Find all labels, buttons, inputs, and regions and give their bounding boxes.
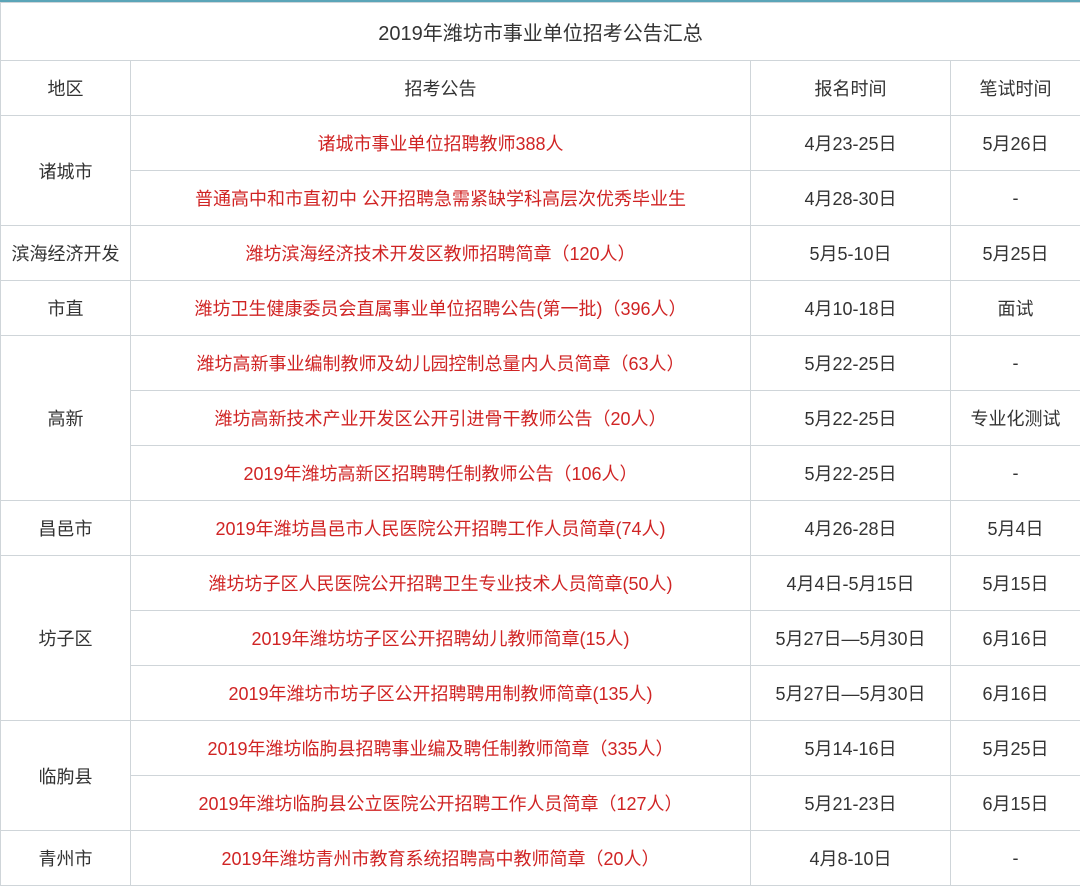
- table-row: 潍坊高新技术产业开发区公开引进骨干教师公告（20人）5月22-25日专业化测试: [1, 391, 1080, 446]
- announcement-link[interactable]: 2019年潍坊临朐县招聘事业编及聘任制教师简章（335人）: [131, 721, 751, 776]
- apply-time-cell: 4月10-18日: [751, 281, 951, 336]
- title-row: 2019年潍坊市事业单位招考公告汇总: [1, 3, 1080, 61]
- announcement-link[interactable]: 2019年潍坊青州市教育系统招聘高中教师简章（20人）: [131, 831, 751, 886]
- announcement-link[interactable]: 潍坊坊子区人民医院公开招聘卫生专业技术人员简章(50人): [131, 556, 751, 611]
- region-cell: 坊子区: [1, 556, 131, 721]
- apply-time-cell: 5月22-25日: [751, 336, 951, 391]
- table-row: 高新潍坊高新事业编制教师及幼儿园控制总量内人员简章（63人）5月22-25日-: [1, 336, 1080, 391]
- header-apply-time: 报名时间: [751, 61, 951, 116]
- table-row: 2019年潍坊高新区招聘聘任制教师公告（106人）5月22-25日-: [1, 446, 1080, 501]
- table-row: 普通高中和市直初中 公开招聘急需紧缺学科高层次优秀毕业生4月28-30日-: [1, 171, 1080, 226]
- table-row: 坊子区潍坊坊子区人民医院公开招聘卫生专业技术人员简章(50人)4月4日-5月15…: [1, 556, 1080, 611]
- apply-time-cell: 5月5-10日: [751, 226, 951, 281]
- exam-time-cell: -: [951, 446, 1080, 501]
- announcement-link[interactable]: 2019年潍坊高新区招聘聘任制教师公告（106人）: [131, 446, 751, 501]
- exam-time-cell: -: [951, 336, 1080, 391]
- announcement-link[interactable]: 2019年潍坊昌邑市人民医院公开招聘工作人员简章(74人): [131, 501, 751, 556]
- table-row: 2019年潍坊临朐县公立医院公开招聘工作人员简章（127人）5月21-23日6月…: [1, 776, 1080, 831]
- exam-time-cell: 5月25日: [951, 721, 1080, 776]
- apply-time-cell: 4月8-10日: [751, 831, 951, 886]
- exam-time-cell: 6月16日: [951, 666, 1080, 721]
- header-announcement: 招考公告: [131, 61, 751, 116]
- apply-time-cell: 4月28-30日: [751, 171, 951, 226]
- announcement-link[interactable]: 2019年潍坊临朐县公立医院公开招聘工作人员简章（127人）: [131, 776, 751, 831]
- header-exam-time: 笔试时间: [951, 61, 1080, 116]
- table-title: 2019年潍坊市事业单位招考公告汇总: [1, 3, 1080, 61]
- table-row: 市直潍坊卫生健康委员会直属事业单位招聘公告(第一批)（396人）4月10-18日…: [1, 281, 1080, 336]
- exam-time-cell: 5月4日: [951, 501, 1080, 556]
- exam-time-cell: 5月26日: [951, 116, 1080, 171]
- table-row: 滨海经济开发潍坊滨海经济技术开发区教师招聘简章（120人）5月5-10日5月25…: [1, 226, 1080, 281]
- region-cell: 昌邑市: [1, 501, 131, 556]
- table-row: 2019年潍坊市坊子区公开招聘聘用制教师简章(135人)5月27日—5月30日6…: [1, 666, 1080, 721]
- apply-time-cell: 4月4日-5月15日: [751, 556, 951, 611]
- exam-time-cell: 6月16日: [951, 611, 1080, 666]
- exam-time-cell: 专业化测试: [951, 391, 1080, 446]
- apply-time-cell: 5月21-23日: [751, 776, 951, 831]
- recruitment-table: 2019年潍坊市事业单位招考公告汇总地区招考公告报名时间笔试时间诸城市诸城市事业…: [0, 2, 1080, 886]
- region-cell: 临朐县: [1, 721, 131, 831]
- exam-time-cell: -: [951, 831, 1080, 886]
- announcement-link[interactable]: 潍坊卫生健康委员会直属事业单位招聘公告(第一批)（396人）: [131, 281, 751, 336]
- table-row: 诸城市诸城市事业单位招聘教师388人4月23-25日5月26日: [1, 116, 1080, 171]
- announcement-link[interactable]: 诸城市事业单位招聘教师388人: [131, 116, 751, 171]
- header-row: 地区招考公告报名时间笔试时间: [1, 61, 1080, 116]
- header-region: 地区: [1, 61, 131, 116]
- exam-time-cell: 面试: [951, 281, 1080, 336]
- region-cell: 诸城市: [1, 116, 131, 226]
- apply-time-cell: 4月23-25日: [751, 116, 951, 171]
- apply-time-cell: 5月22-25日: [751, 391, 951, 446]
- table-row: 2019年潍坊坊子区公开招聘幼儿教师简章(15人)5月27日—5月30日6月16…: [1, 611, 1080, 666]
- announcement-link[interactable]: 潍坊滨海经济技术开发区教师招聘简章（120人）: [131, 226, 751, 281]
- apply-time-cell: 4月26-28日: [751, 501, 951, 556]
- region-cell: 高新: [1, 336, 131, 501]
- exam-time-cell: 5月15日: [951, 556, 1080, 611]
- table-row: 昌邑市2019年潍坊昌邑市人民医院公开招聘工作人员简章(74人)4月26-28日…: [1, 501, 1080, 556]
- apply-time-cell: 5月14-16日: [751, 721, 951, 776]
- apply-time-cell: 5月22-25日: [751, 446, 951, 501]
- announcement-link[interactable]: 潍坊高新事业编制教师及幼儿园控制总量内人员简章（63人）: [131, 336, 751, 391]
- apply-time-cell: 5月27日—5月30日: [751, 666, 951, 721]
- region-cell: 青州市: [1, 831, 131, 886]
- announcement-link[interactable]: 普通高中和市直初中 公开招聘急需紧缺学科高层次优秀毕业生: [131, 171, 751, 226]
- table-row: 临朐县2019年潍坊临朐县招聘事业编及聘任制教师简章（335人）5月14-16日…: [1, 721, 1080, 776]
- apply-time-cell: 5月27日—5月30日: [751, 611, 951, 666]
- exam-time-cell: 5月25日: [951, 226, 1080, 281]
- table-row: 青州市2019年潍坊青州市教育系统招聘高中教师简章（20人）4月8-10日-: [1, 831, 1080, 886]
- announcement-link[interactable]: 2019年潍坊市坊子区公开招聘聘用制教师简章(135人): [131, 666, 751, 721]
- exam-time-cell: 6月15日: [951, 776, 1080, 831]
- announcement-link[interactable]: 2019年潍坊坊子区公开招聘幼儿教师简章(15人): [131, 611, 751, 666]
- announcement-link[interactable]: 潍坊高新技术产业开发区公开引进骨干教师公告（20人）: [131, 391, 751, 446]
- region-cell: 滨海经济开发: [1, 226, 131, 281]
- region-cell: 市直: [1, 281, 131, 336]
- recruitment-table-wrapper: 2019年潍坊市事业单位招考公告汇总地区招考公告报名时间笔试时间诸城市诸城市事业…: [0, 0, 1080, 886]
- exam-time-cell: -: [951, 171, 1080, 226]
